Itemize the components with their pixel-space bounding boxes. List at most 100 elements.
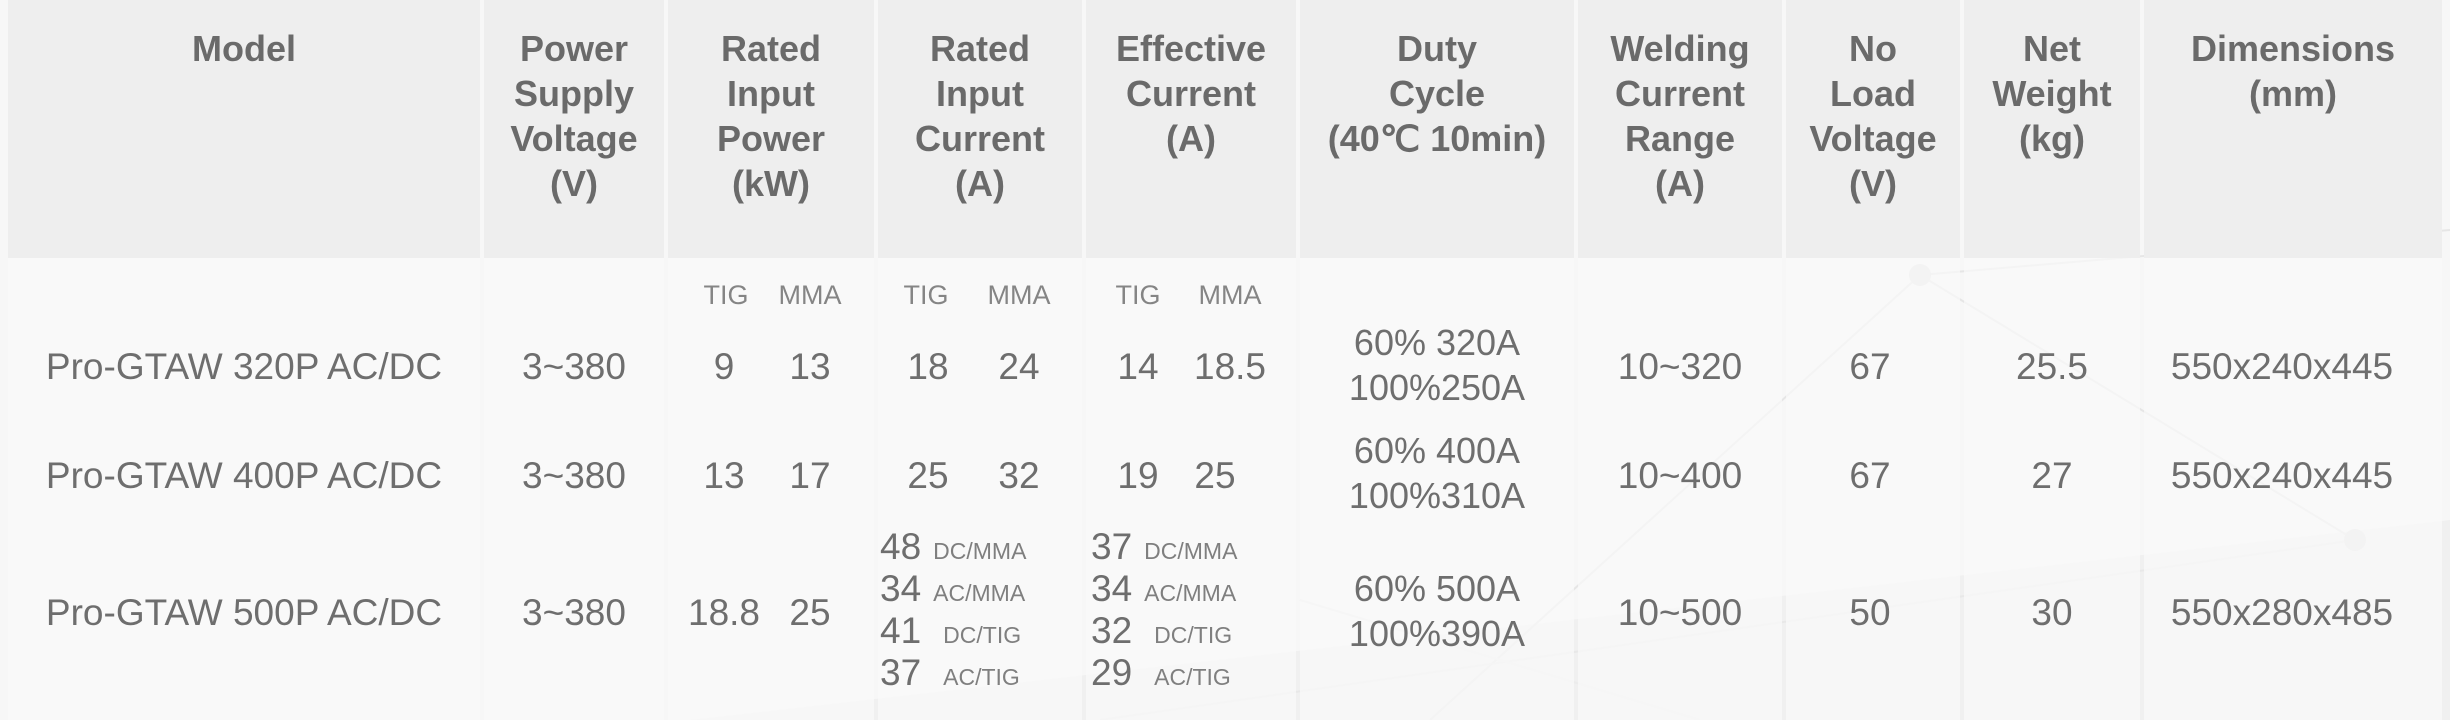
header-model: Model — [8, 0, 480, 258]
header-line: (kg) — [2019, 118, 2085, 159]
header-line: Supply — [513, 73, 634, 114]
header-line: Rated — [929, 28, 1031, 69]
header-line: Welding — [1610, 28, 1750, 69]
header-line: (40℃ 10min) — [1327, 118, 1547, 159]
cell-eff-mma: 25 — [1194, 455, 1236, 496]
cell-power-mma: 13 — [789, 346, 831, 387]
header-line: (A) — [955, 163, 1005, 204]
header-line: Input — [727, 73, 815, 114]
duty-line: 100%390A — [1348, 613, 1526, 654]
header-line: Input — [936, 73, 1024, 114]
cell-duty: 60% 320A 100%250A — [1349, 320, 1525, 410]
subhead-mma: MMA — [1198, 280, 1262, 310]
cell-dimensions: 550x280x485 — [2170, 592, 2394, 633]
header-line: (A) — [1655, 163, 1705, 204]
subhead-mma: MMA — [778, 280, 842, 310]
duty-line: 60% 320A — [1353, 322, 1521, 363]
cell-model: Pro-GTAW 500P AC/DC — [45, 592, 443, 633]
duty-line: 100%310A — [1348, 475, 1526, 516]
cell-model: Pro-GTAW 320P AC/DC — [45, 346, 443, 387]
header-line: Current — [914, 118, 1045, 159]
header-line: Power — [519, 28, 629, 69]
header-line: Model — [192, 28, 296, 69]
header-rated-input-current: Rated Input Current (A) — [878, 0, 1082, 258]
duty-line: 60% 400A — [1353, 430, 1521, 471]
header-supply-voltage: Power Supply Voltage (V) — [484, 0, 664, 258]
cell-weight: 30 — [2031, 592, 2073, 633]
cell-power-tig: 18.8 — [687, 592, 761, 633]
header-line: No — [1849, 28, 1897, 69]
col-rated-input-current: Rated Input Current (A) TIG MMA 18 24 25… — [878, 0, 1082, 720]
cell-range: 10~400 — [1617, 455, 1743, 496]
cell-incur-tig: 25 — [907, 455, 949, 496]
cell-eff-mma: 18.5 — [1193, 346, 1267, 387]
cell-supply-voltage: 3~380 — [522, 455, 626, 496]
col-effective-current: Effective Current (A) TIG MMA 14 18.5 19… — [1086, 0, 1296, 720]
cell-no-load: 50 — [1849, 592, 1891, 633]
breakdown-row: 34 AC/MMA — [880, 568, 1026, 609]
header-line: (mm) — [2249, 73, 2337, 114]
header-line: Duty — [1397, 28, 1477, 69]
header-line: Dimensions — [2190, 28, 2396, 69]
breakdown-row: 29 AC/TIG — [1091, 652, 1231, 693]
breakdown-row: 37 DC/MMA — [1091, 526, 1238, 567]
header-line: Cycle — [1388, 73, 1486, 114]
col-model: Model Pro-GTAW 320P AC/DC Pro-GTAW 400P … — [8, 0, 480, 720]
header-line: (V) — [550, 163, 598, 204]
col-net-weight: Net Weight (kg) 25.5 27 30 — [1964, 0, 2140, 720]
duty-line: 60% 500A — [1353, 568, 1521, 609]
cell-no-load: 67 — [1849, 346, 1891, 387]
cell-range: 10~500 — [1617, 592, 1743, 633]
cell-power-mma: 17 — [789, 455, 831, 496]
col-welding-current-range: Welding Current Range (A) 10~320 10~400 … — [1578, 0, 1782, 720]
subhead-tig: TIG — [903, 280, 949, 310]
header-line: Power — [716, 118, 826, 159]
cell-range: 10~320 — [1617, 346, 1743, 387]
header-line: (V) — [1849, 163, 1897, 204]
header-line: (kW) — [732, 163, 810, 204]
subhead-tig: TIG — [1115, 280, 1161, 310]
duty-line: 100%250A — [1348, 367, 1526, 408]
header-effective-current: Effective Current (A) — [1086, 0, 1296, 258]
header-line: Load — [1830, 73, 1916, 114]
col-supply-voltage: Power Supply Voltage (V) 3~380 3~380 3~3… — [484, 0, 664, 720]
cell-duty: 60% 400A 100%310A — [1349, 428, 1525, 518]
cell-eff-tig: 14 — [1117, 346, 1159, 387]
col-rated-input-power: Rated Input Power (kW) TIG MMA 9 13 13 1… — [668, 0, 874, 720]
cell-dimensions: 550x240x445 — [2170, 455, 2394, 496]
cell-eff-breakdown: 37 DC/MMA 34 AC/MMA 32 DC/TIG 29 AC/TIG — [1091, 526, 1291, 694]
header-net-weight: Net Weight (kg) — [1964, 0, 2140, 258]
header-line: Voltage — [1809, 118, 1937, 159]
header-line: Voltage — [510, 118, 638, 159]
col-dimensions: Dimensions (mm) 550x240x445 550x240x445 … — [2144, 0, 2442, 720]
header-rated-input-power: Rated Input Power (kW) — [668, 0, 874, 258]
cell-power-tig: 9 — [713, 346, 735, 387]
header-welding-current-range: Welding Current Range (A) — [1578, 0, 1782, 258]
cell-no-load: 67 — [1849, 455, 1891, 496]
header-line: Net — [2022, 28, 2081, 69]
header-line: Current — [1614, 73, 1745, 114]
subhead-tig: TIG — [703, 280, 749, 310]
header-line: Range — [1624, 118, 1736, 159]
cell-dimensions: 550x240x445 — [2170, 346, 2394, 387]
cell-supply-voltage: 3~380 — [522, 346, 626, 387]
header-line: Current — [1125, 73, 1256, 114]
cell-weight: 25.5 — [2015, 346, 2089, 387]
cell-model: Pro-GTAW 400P AC/DC — [45, 455, 443, 496]
breakdown-row: 41 DC/TIG — [880, 610, 1022, 651]
cell-incur-tig: 18 — [907, 346, 949, 387]
header-line: Rated — [720, 28, 822, 69]
cell-incur-mma: 24 — [998, 346, 1040, 387]
header-line: Effective — [1115, 28, 1267, 69]
breakdown-row: 32 DC/TIG — [1091, 610, 1233, 651]
breakdown-row: 48 DC/MMA — [880, 526, 1027, 567]
header-no-load-voltage: No Load Voltage (V) — [1786, 0, 1960, 258]
cell-incur-mma: 32 — [998, 455, 1040, 496]
col-duty-cycle: Duty Cycle (40℃ 10min) 60% 320A 100%250A… — [1300, 0, 1574, 720]
breakdown-row: 37 AC/TIG — [880, 652, 1020, 693]
cell-power-tig: 13 — [703, 455, 745, 496]
cell-supply-voltage: 3~380 — [522, 592, 626, 633]
breakdown-row: 34 AC/MMA — [1091, 568, 1237, 609]
col-no-load-voltage: No Load Voltage (V) 67 67 50 — [1786, 0, 1960, 720]
cell-power-mma: 25 — [789, 592, 831, 633]
